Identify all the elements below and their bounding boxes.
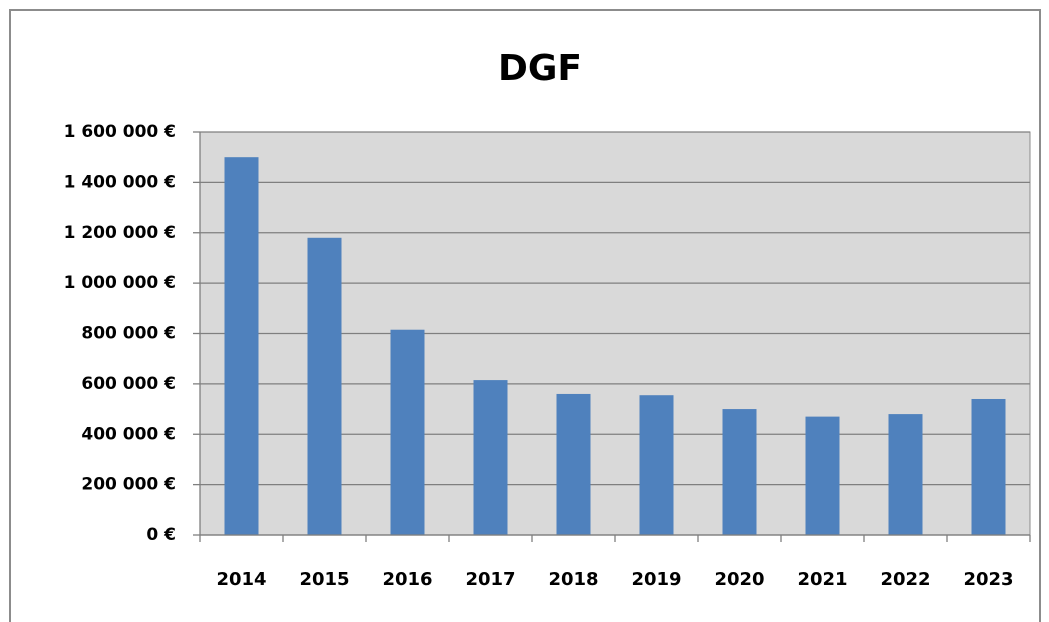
bar (888, 414, 923, 535)
bar (390, 329, 425, 535)
y-tick-label: 600 000 € (81, 374, 176, 394)
x-tick-label: 2020 (714, 569, 764, 590)
x-tick-label: 2022 (880, 569, 930, 590)
bar (473, 380, 508, 535)
y-tick-label: 1 200 000 € (64, 223, 176, 243)
bar (722, 409, 757, 535)
bar (224, 157, 259, 535)
y-tick-label: 1 000 000 € (64, 273, 176, 293)
bar (639, 395, 674, 535)
y-tick-label: 200 000 € (81, 475, 176, 495)
y-tick-label: 800 000 € (81, 324, 176, 344)
y-tick-label: 1 600 000 € (64, 122, 176, 142)
x-tick-label: 2019 (631, 569, 681, 590)
y-tick-label: 0 € (146, 525, 176, 545)
bar (556, 393, 591, 535)
chart-title: DGF (498, 48, 582, 89)
x-tick-label: 2015 (299, 569, 349, 590)
y-tick-label: 1 400 000 € (64, 172, 176, 192)
bar (805, 416, 840, 535)
y-tick-label: 400 000 € (81, 424, 176, 444)
x-tick-label: 2018 (548, 569, 598, 590)
x-tick-label: 2021 (797, 569, 847, 590)
x-tick-label: 2014 (216, 569, 266, 590)
x-tick-label: 2016 (382, 569, 432, 590)
bar (971, 398, 1006, 535)
bar (307, 237, 342, 535)
x-tick-label: 2023 (963, 569, 1013, 590)
x-tick-label: 2017 (465, 569, 515, 590)
